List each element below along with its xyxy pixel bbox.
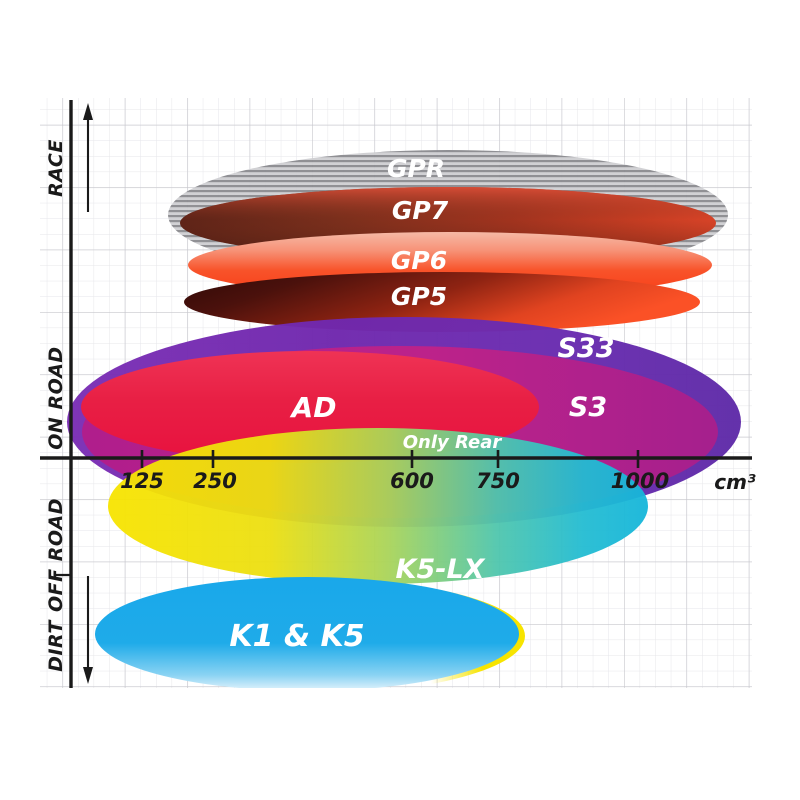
- region-gp5[interactable]: [184, 272, 700, 332]
- region-labels: GPR GP7 GP6 GP5 S33 S3 AD K5-LX K1 & K5 …: [229, 154, 614, 654]
- region-group: [67, 150, 741, 694]
- region-label-ad: AD: [290, 391, 337, 424]
- x-tick-label-125: 125: [120, 469, 164, 493]
- region-label-gp7: GP7: [392, 196, 449, 225]
- region-label-gpr: GPR: [387, 154, 445, 183]
- y-category-race: RACE: [45, 139, 67, 197]
- x-tick-label-750: 750: [476, 469, 520, 493]
- y-category-off-road: OFF ROAD: [45, 498, 67, 612]
- x-tick-labels: 125 250 600 750 1000 cm³: [120, 469, 756, 494]
- x-axis-ticks: [140, 450, 640, 468]
- region-label-s33: S33: [557, 333, 614, 364]
- y-category-on-road: ON ROAD: [45, 346, 67, 449]
- region-label-gp6: GP6: [391, 246, 447, 275]
- region-label-gp5: GP5: [391, 282, 447, 311]
- region-k1-k5[interactable]: [95, 577, 525, 694]
- region-label-k5-lx: K5-LX: [396, 554, 486, 585]
- x-tick-label-250: 250: [193, 469, 237, 493]
- x-tick-label-1000: 1000: [611, 469, 669, 493]
- dirt-arrow-icon: [83, 576, 93, 684]
- axes-group: [40, 100, 752, 688]
- annotation-only-rear: Only Rear: [403, 432, 503, 453]
- y-category-labels: RACE ON ROAD OFF ROAD DIRT: [45, 139, 67, 672]
- region-label-k1-k5: K1 & K5: [229, 619, 364, 654]
- x-tick-label-600: 600: [390, 469, 434, 493]
- x-axis-unit-label: cm³: [714, 470, 756, 494]
- race-arrow-icon: [83, 103, 93, 212]
- y-category-dirt: DIRT: [45, 619, 67, 672]
- region-k5-lx[interactable]: [108, 428, 648, 584]
- region-label-s3: S3: [569, 392, 607, 423]
